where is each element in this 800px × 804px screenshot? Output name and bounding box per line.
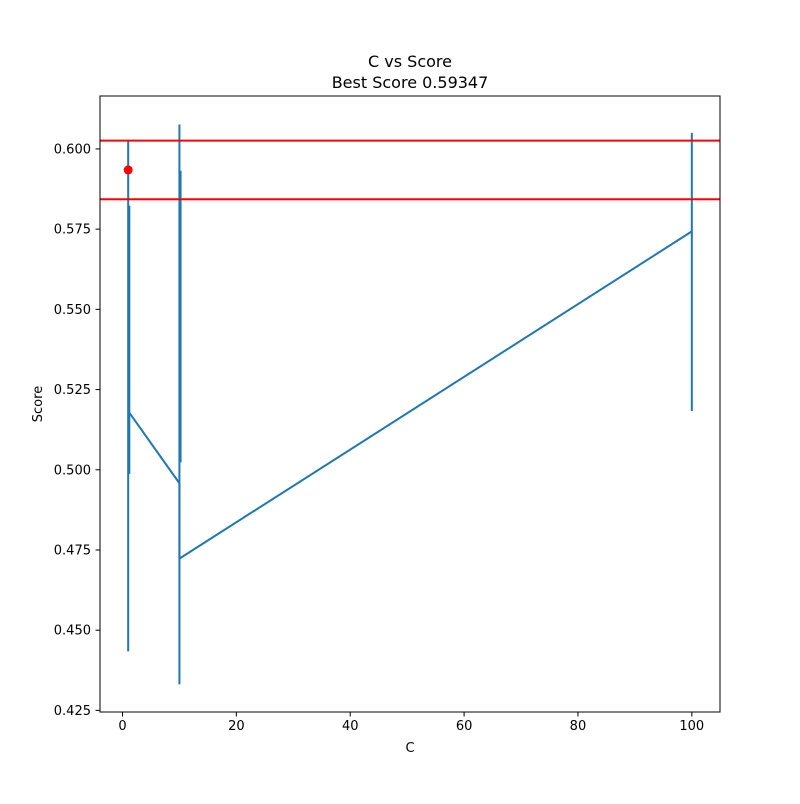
plot-frame (99, 95, 721, 713)
x-tick-label-5: 100 (679, 719, 704, 734)
y-tick-label-7: 0.600 (54, 142, 91, 157)
best-score-point (123, 165, 133, 175)
y-axis-ticks: 0.425 0.450 0.475 0.500 0.525 0.550 0.575 0.600 (54, 142, 100, 719)
y-tick-label-4: 0.525 (54, 383, 91, 398)
y-axis-label: Score (31, 386, 46, 422)
x-tick-label-0: 0 (118, 719, 126, 734)
y-tick-label-0: 0.425 (54, 704, 91, 719)
x-axis-ticks: 0 20 40 60 80 100 (118, 712, 704, 734)
chart-subtitle: Best Score 0.59347 (332, 73, 489, 92)
x-tick-label-3: 60 (456, 719, 473, 734)
chart-title: C vs Score (368, 52, 452, 71)
series-line-0 (127, 230, 693, 560)
y-tick-label-5: 0.550 (54, 303, 91, 318)
x-tick-label-1: 20 (228, 719, 245, 734)
plot-area (100, 124, 720, 685)
y-tick-label-6: 0.575 (54, 223, 91, 238)
x-axis-label: C (405, 741, 414, 756)
y-tick-label-3: 0.500 (54, 463, 91, 478)
y-tick-label-2: 0.475 (54, 543, 91, 558)
y-tick-label-1: 0.450 (54, 624, 91, 639)
x-tick-label-4: 80 (570, 719, 587, 734)
x-tick-label-2: 40 (342, 719, 359, 734)
